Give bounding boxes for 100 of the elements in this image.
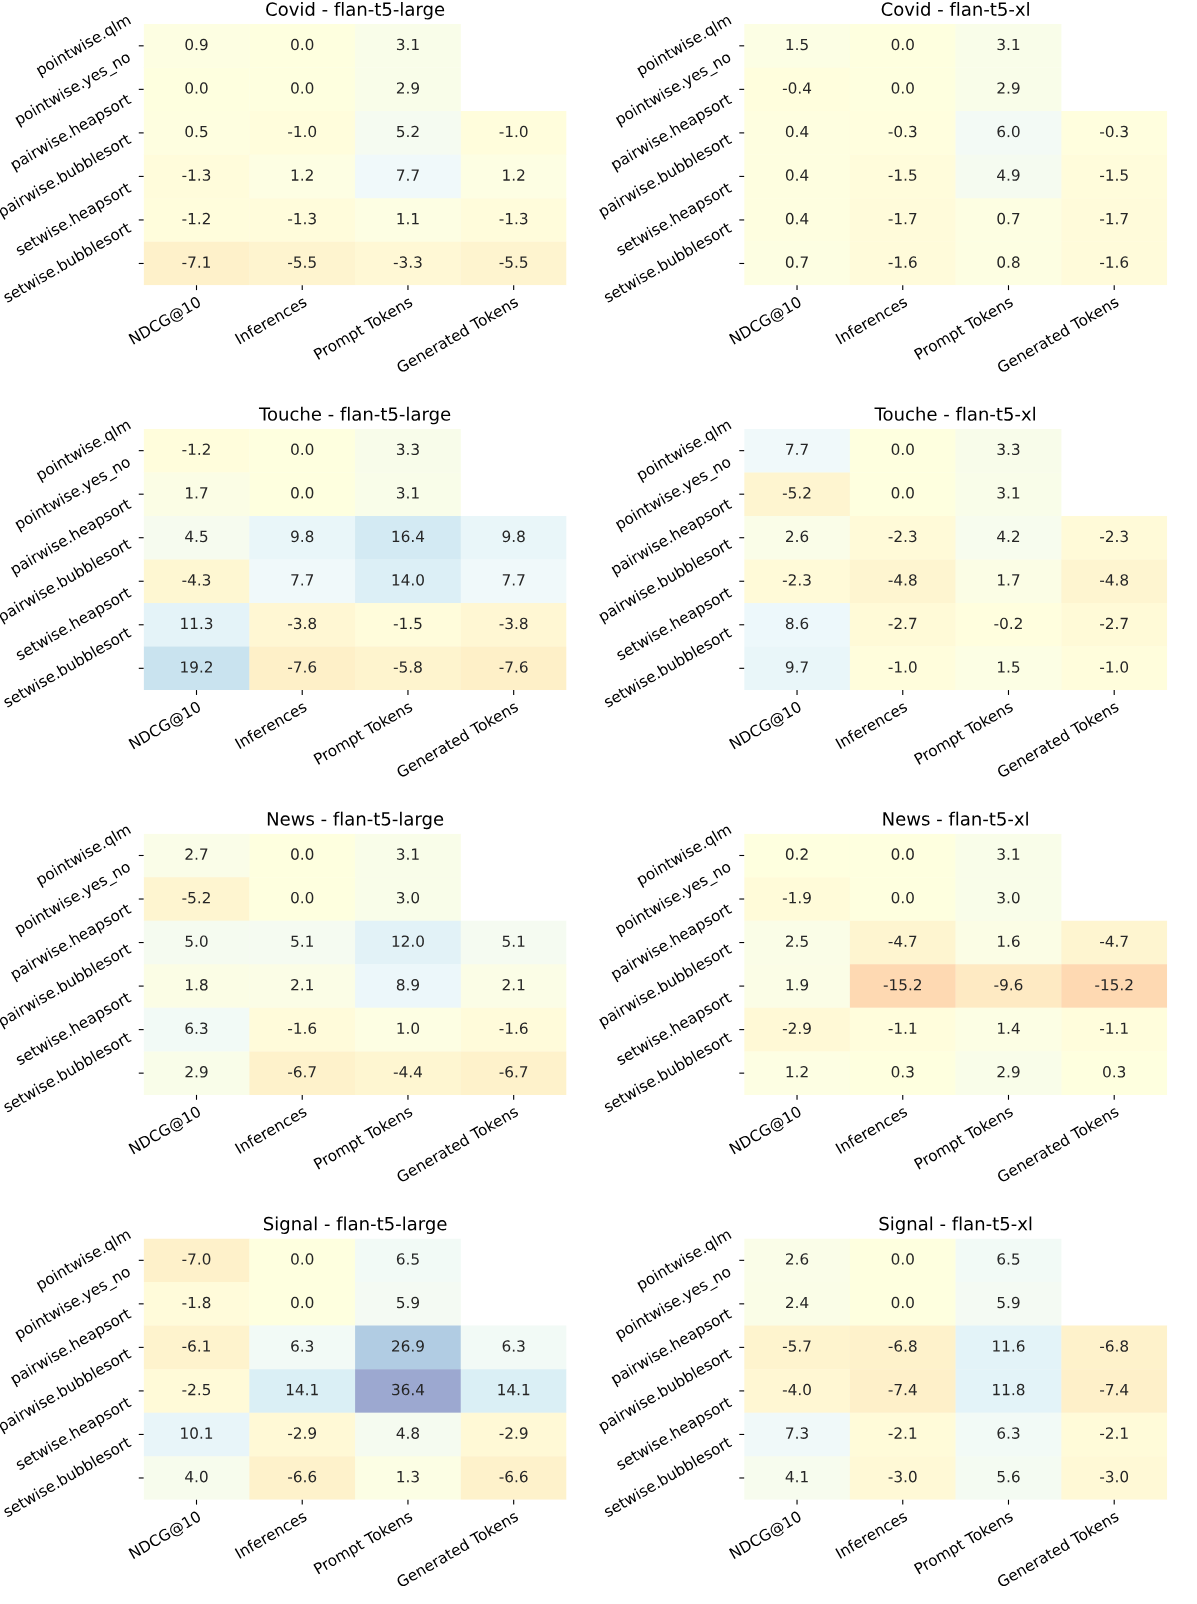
data-label: 11.8 (993, 1383, 1025, 1396)
data-label: -3.0 (888, 1470, 917, 1483)
data-label: 3.1 (396, 848, 419, 860)
data-label: -15.2 (883, 978, 921, 991)
data-label: 1.5 (998, 661, 1020, 673)
data-label: 2.9 (396, 82, 420, 94)
data-label: 3.0 (396, 891, 420, 904)
data-label: -2.3 (1100, 530, 1128, 543)
data-label: -2.9 (499, 1427, 528, 1439)
data-label: 16.4 (392, 530, 425, 543)
data-label: 3.1 (997, 848, 1020, 860)
data-label: -1.9 (782, 891, 811, 904)
data-label: 1.4 (998, 1022, 1020, 1034)
data-label: 0.0 (291, 891, 314, 904)
data-label: 0.0 (891, 1296, 914, 1309)
data-label: -4.8 (1100, 574, 1129, 586)
data-label: -3.3 (393, 256, 422, 268)
data-label: 5.6 (997, 1470, 1020, 1483)
data-label: 0.0 (185, 82, 208, 94)
data-label: 0.0 (891, 848, 914, 860)
data-label: -1.0 (288, 125, 317, 138)
data-label: -4.7 (888, 935, 917, 947)
data-label: 1.1 (397, 213, 419, 225)
data-label: -1.3 (499, 212, 528, 225)
data-label: -1.5 (1100, 169, 1128, 181)
data-label: -2.7 (888, 617, 917, 629)
data-label: 0.0 (291, 848, 314, 860)
data-label: 0.0 (291, 1296, 314, 1309)
data-label: 4.1 (785, 1471, 808, 1483)
data-label: 14.1 (498, 1383, 530, 1396)
chart-title: Covid - flan-t5-large (266, 2, 445, 20)
chart-title: Covid - flan-t5-xl (881, 2, 1029, 16)
data-label: -1.6 (288, 1022, 317, 1035)
data-label: 0.0 (891, 1253, 914, 1265)
data-label: -2.9 (782, 1022, 811, 1035)
data-label: -1.7 (1100, 213, 1128, 225)
data-label: 0.9 (185, 38, 208, 51)
data-label: 1.5 (786, 38, 808, 51)
data-label: 9.7 (785, 661, 808, 673)
data-label: -2.1 (1100, 1427, 1128, 1439)
data-label: 0.0 (891, 443, 914, 456)
data-label: 7.7 (397, 169, 419, 181)
data-label: -1.3 (182, 169, 211, 181)
data-label: -7.4 (1100, 1383, 1129, 1396)
data-label: -1.2 (182, 443, 210, 455)
data-label: -1.2 (182, 212, 210, 225)
data-label: 0.4 (785, 125, 809, 138)
data-label: -1.7 (888, 213, 917, 225)
data-label: 1.2 (786, 1066, 808, 1078)
data-label: -4.8 (888, 574, 917, 586)
data-label: -1.3 (288, 212, 316, 225)
data-label: 0.0 (291, 82, 314, 94)
data-label: -7.1 (182, 256, 210, 268)
data-label: -1.0 (1100, 661, 1129, 673)
data-label: -3.8 (499, 617, 528, 630)
data-label: -7.0 (182, 1253, 211, 1265)
data-label: -2.3 (888, 530, 917, 543)
data-label: 1.7 (186, 487, 208, 499)
data-label: 10.1 (181, 1427, 213, 1439)
data-label: -7.4 (888, 1383, 917, 1396)
data-label: 5.9 (997, 1296, 1020, 1309)
data-label: 7.3 (786, 1427, 808, 1439)
data-label: -1.5 (888, 169, 917, 181)
data-label: 1.2 (503, 169, 525, 181)
data-label: 6.0 (997, 125, 1020, 138)
data-label: -6.8 (888, 1340, 917, 1352)
data-label: 0.7 (785, 256, 808, 268)
data-label: 3.3 (997, 443, 1020, 456)
data-label: -1.0 (888, 661, 917, 673)
data-label: -6.8 (1100, 1340, 1129, 1352)
data-label: 1.3 (397, 1470, 419, 1483)
data-label: -1.1 (1100, 1022, 1128, 1034)
data-label: 2.5 (786, 935, 808, 947)
data-label: 0.0 (291, 38, 314, 51)
data-label: 8.9 (396, 978, 420, 991)
data-label: 11.3 (181, 617, 213, 630)
data-label: 11.6 (993, 1340, 1025, 1352)
data-label: 1.2 (291, 169, 313, 181)
data-label: 4.8 (396, 1427, 420, 1439)
data-label: 4.2 (997, 530, 1020, 542)
data-label: 4.0 (185, 1470, 208, 1483)
data-label: -5.7 (782, 1340, 811, 1352)
data-label: -1.5 (393, 617, 422, 630)
data-label: 0.3 (891, 1066, 914, 1078)
data-label: 3.0 (997, 891, 1020, 904)
data-label: -7.6 (288, 661, 317, 673)
data-label: -5.2 (782, 487, 811, 499)
data-label: -2.5 (182, 1383, 211, 1396)
data-label: 4.5 (185, 530, 208, 543)
data-label: 2.6 (786, 530, 809, 543)
data-label: 36.4 (392, 1383, 425, 1396)
data-label: 12.0 (392, 935, 424, 947)
data-label: 3.3 (396, 443, 419, 456)
data-label: 6.5 (997, 1253, 1020, 1265)
data-label: -2.7 (1100, 617, 1128, 629)
data-label: 3.1 (997, 487, 1020, 499)
data-label: 6.3 (502, 1340, 525, 1352)
data-label: 0.4 (785, 212, 809, 225)
data-label: -6.1 (182, 1340, 210, 1352)
data-label: 0.3 (1103, 1066, 1126, 1078)
